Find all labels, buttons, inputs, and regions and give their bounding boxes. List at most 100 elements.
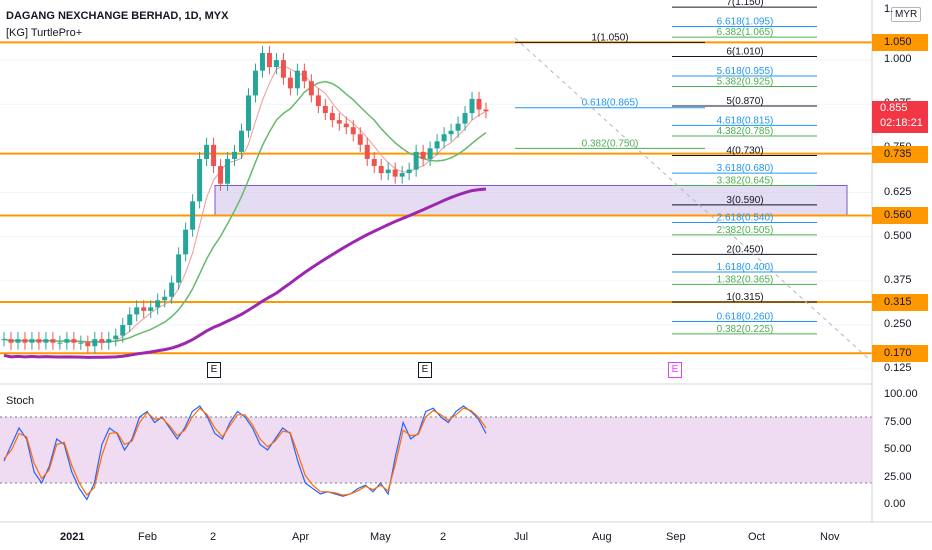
earnings-marker[interactable]: E [418, 362, 432, 378]
fib-label: 3.382(0.645) [717, 175, 774, 186]
fib-label: 5.382(0.925) [717, 77, 774, 88]
candle-body [57, 342, 63, 344]
price-tick: 0.625 [884, 185, 912, 198]
candle-body [85, 342, 91, 347]
candle-body [427, 148, 433, 159]
fib-label: 2(0.450) [726, 244, 763, 255]
candle-body [399, 173, 405, 177]
candle-body [92, 339, 98, 347]
candle-body [190, 201, 196, 230]
candle-body [43, 339, 49, 343]
fib-label: 0.618(0.260) [717, 311, 774, 322]
candle-body [113, 335, 119, 340]
moving-averages [3, 65, 487, 359]
candle-body [1, 339, 7, 341]
level-tag: 0.315 [872, 294, 928, 312]
time-label: Jul [514, 531, 529, 543]
stoch-tick: 25.00 [884, 470, 912, 483]
candle-body [406, 169, 412, 174]
stoch-k-line [3, 405, 487, 501]
candle-body [169, 282, 175, 297]
fib-label: 2.618(0.540) [717, 213, 774, 224]
candle-body [197, 158, 203, 202]
stoch-d-line [3, 407, 487, 497]
support-zone-rect [214, 184, 848, 216]
candle-body [36, 339, 42, 343]
candle-body [287, 77, 293, 89]
candle-body [204, 144, 210, 159]
fib-label: 6(1.010) [726, 47, 763, 58]
price-tick: 0.375 [884, 273, 912, 286]
level-tag: 1.050 [872, 34, 928, 52]
fib-label: 1(0.315) [726, 292, 763, 303]
candle-body [469, 98, 475, 114]
candle-body [322, 105, 328, 114]
level-tag: 0.735 [872, 145, 928, 163]
candle-body [315, 95, 321, 106]
candle-body [385, 169, 391, 174]
indicator-legend[interactable]: [KG] TurtlePro+ [6, 27, 83, 39]
fibonacci-levels: 7(1.150) 6.618(1.095)6.382(1.065) 6(1.010)… [515, 0, 817, 335]
ma-long [3, 187, 487, 359]
time-label: Apr [292, 531, 310, 543]
candle-body [336, 120, 342, 124]
price-tick: 0.500 [884, 229, 912, 242]
candle-body [134, 307, 140, 315]
candle-body [476, 98, 482, 110]
last-price-tag: 0.855 02:18:21 [872, 101, 928, 133]
time-label: May [370, 531, 391, 543]
candle-body [162, 296, 168, 301]
time-label: 2 [440, 531, 447, 543]
earnings-marker[interactable]: E [207, 362, 221, 378]
price-tick: 0.125 [884, 362, 912, 375]
fib-label: 4(0.730) [726, 145, 763, 156]
candle-body [78, 342, 84, 344]
candle-body [211, 144, 217, 167]
stoch-legend[interactable]: Stoch [6, 395, 35, 407]
candle-body [127, 314, 133, 326]
candle-body [280, 60, 286, 78]
candle-body [357, 134, 363, 145]
candle-body [252, 70, 258, 96]
candle-body [448, 130, 454, 135]
support-zone [214, 184, 848, 216]
time-label: Nov [820, 531, 840, 543]
candle-body [294, 70, 300, 89]
stoch-band [0, 417, 872, 483]
stoch-tick: 100.00 [884, 388, 918, 400]
candle-body [176, 254, 182, 283]
bar-countdown: 02:18:21 [880, 117, 923, 129]
candle-body [273, 60, 279, 68]
fib-label: 1.382(0.365) [717, 274, 774, 285]
candle-body [232, 151, 238, 159]
time-label: Oct [748, 531, 766, 543]
fib-label: 2.382(0.505) [717, 225, 774, 236]
candle-body [413, 151, 419, 170]
candle-body [99, 339, 105, 343]
time-label: Aug [592, 531, 612, 543]
candle-body [266, 52, 272, 68]
candle-body [120, 325, 126, 336]
candle-body [141, 307, 147, 311]
candle-body [259, 52, 265, 71]
fib-label: 3.618(0.680) [717, 163, 774, 174]
currency-badge[interactable]: MYR [891, 7, 922, 22]
symbol-legend: DAGANG NEXCHANGE BERHAD, 1D, MYX [6, 10, 229, 22]
fib-label: 6.382(1.065) [717, 27, 774, 38]
candle-body [455, 123, 461, 131]
earnings-marker[interactable]: E [668, 362, 682, 378]
candle-body [71, 339, 77, 343]
fib-label: 6.618(1.095) [717, 16, 774, 27]
stoch-tick: 0.00 [884, 498, 906, 510]
candle-body [106, 339, 112, 343]
fib-label: 5(0.870) [726, 96, 763, 107]
candle-body [218, 166, 224, 184]
time-label: 2 [210, 531, 217, 543]
candle-body [239, 130, 245, 152]
candle-body [29, 339, 35, 343]
candle-body [245, 95, 251, 131]
candle-body [301, 70, 307, 82]
time-label: Feb [138, 531, 157, 543]
fib-label: 5.618(0.955) [717, 66, 774, 77]
